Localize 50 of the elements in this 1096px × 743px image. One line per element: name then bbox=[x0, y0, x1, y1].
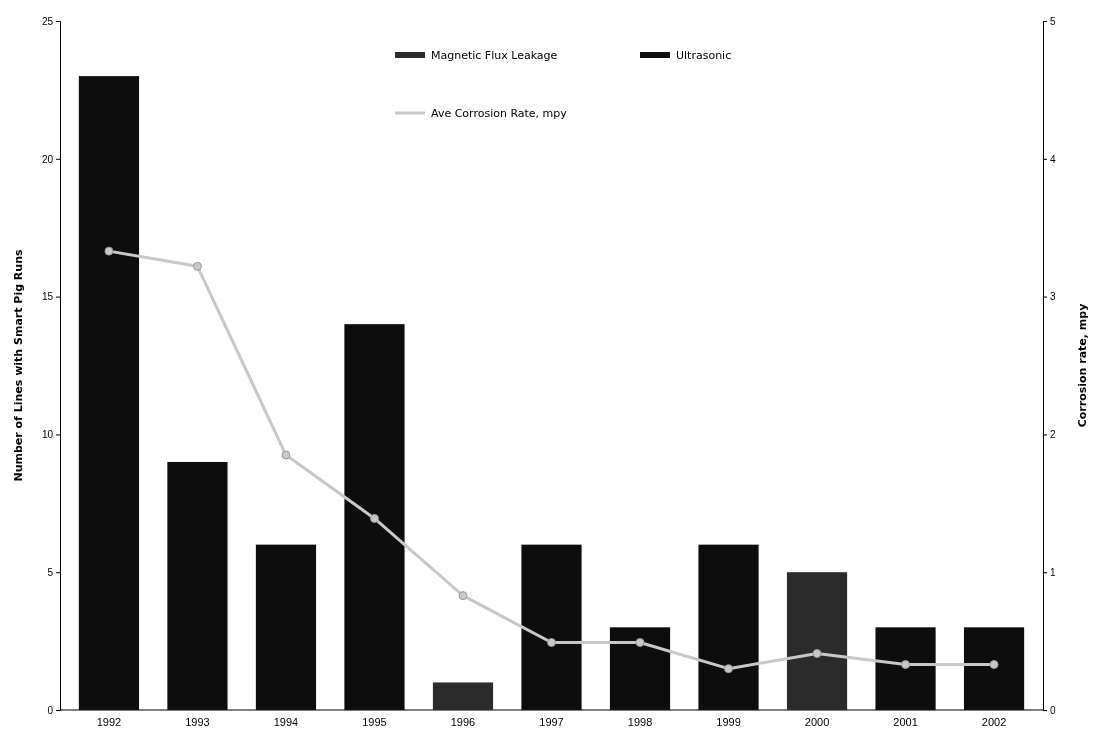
point bbox=[547, 638, 556, 647]
x-tick-label: 2002 bbox=[981, 715, 1007, 728]
x-tick-label: 1993 bbox=[185, 715, 210, 728]
point bbox=[369, 513, 379, 523]
point bbox=[635, 638, 645, 647]
bar bbox=[432, 682, 494, 710]
point bbox=[724, 664, 734, 674]
x-tick-label: 1992 bbox=[96, 715, 122, 728]
point bbox=[901, 660, 911, 670]
x-tick-label: 1998 bbox=[627, 715, 653, 728]
bar bbox=[609, 627, 671, 710]
bar bbox=[963, 627, 1025, 710]
bar bbox=[167, 461, 228, 710]
point bbox=[104, 246, 114, 256]
bar bbox=[255, 544, 317, 710]
x-tick-label: 2000 bbox=[804, 715, 830, 728]
point bbox=[192, 261, 202, 271]
legend-label: Ave Corrosion Rate, mpy bbox=[431, 107, 568, 120]
y2-axis-title: Corrosion rate, mpy bbox=[1076, 303, 1089, 428]
x-tick-label: 1997 bbox=[539, 715, 564, 728]
bar bbox=[78, 76, 140, 710]
bar bbox=[698, 544, 759, 710]
point bbox=[281, 450, 291, 460]
x-tick-label: 1994 bbox=[273, 715, 299, 728]
bar bbox=[344, 324, 405, 710]
y-tick-label: 15 bbox=[41, 291, 54, 303]
y-tick-label: 5 bbox=[47, 566, 54, 578]
bar bbox=[875, 627, 936, 710]
bar bbox=[786, 572, 848, 710]
y-tick-label: 0 bbox=[47, 704, 54, 716]
y2-tick-label: 0 bbox=[1050, 704, 1056, 716]
y2-tick-label: 1 bbox=[1050, 566, 1056, 578]
bar bbox=[521, 544, 582, 710]
legend-label: Ultrasonic bbox=[676, 49, 732, 62]
y2-tick-label: 3 bbox=[1050, 291, 1056, 303]
point bbox=[812, 649, 822, 658]
x-tick-label: 1995 bbox=[362, 715, 387, 728]
x-tick-label: 1999 bbox=[716, 715, 741, 728]
x-tick-label: 2001 bbox=[893, 715, 918, 728]
point bbox=[458, 591, 468, 601]
y-tick-label: 20 bbox=[41, 153, 54, 165]
point bbox=[989, 660, 999, 670]
y-axis-title: Number of Lines with Smart Pig Runs bbox=[12, 249, 25, 482]
y-tick-label: 10 bbox=[41, 429, 54, 441]
x-tick-label: 1996 bbox=[450, 715, 476, 728]
y2-tick-label: 4 bbox=[1050, 153, 1056, 165]
y-tick-label: 25 bbox=[41, 15, 54, 27]
y2-tick-label: 5 bbox=[1050, 15, 1056, 27]
y2-tick-label: 2 bbox=[1050, 429, 1056, 441]
legend-label: Magnetic Flux Leakage bbox=[431, 49, 558, 62]
